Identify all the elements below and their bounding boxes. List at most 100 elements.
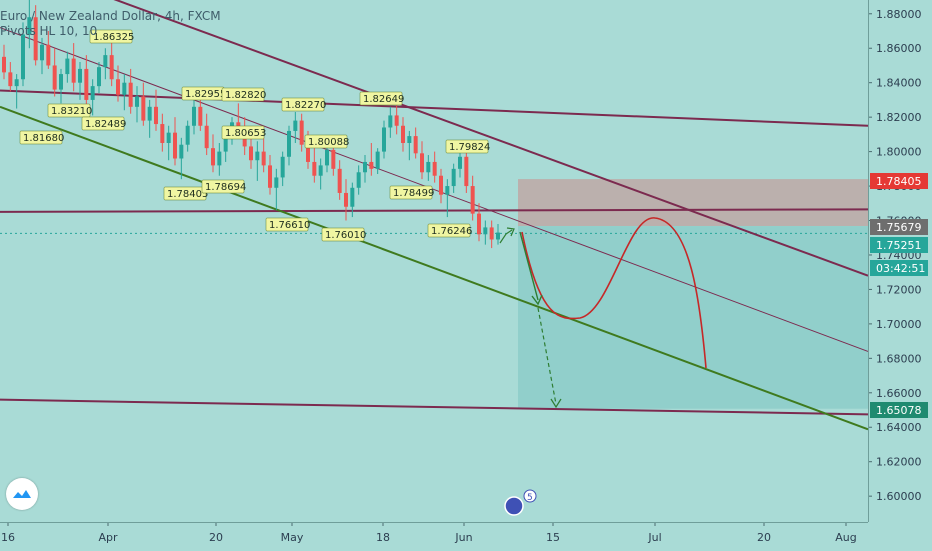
candle-body [382, 127, 386, 152]
price-tag-label: 1.75679 [876, 221, 922, 234]
candle-body [318, 165, 323, 176]
candle-body [71, 58, 76, 83]
candle-body [489, 227, 494, 240]
dashed-arrow-line [537, 307, 557, 405]
candle-body [356, 172, 361, 188]
pivot-label: 1.80653 [225, 128, 266, 139]
candle-body [116, 79, 120, 95]
cloud-logo-icon [13, 490, 31, 498]
candle-body [185, 125, 190, 145]
pivot-label: 1.80088 [308, 137, 349, 148]
event-count-icon [523, 489, 537, 503]
candle-body [312, 161, 317, 176]
candle-body [103, 55, 108, 68]
channel-top-line [113, 0, 869, 277]
x-tick-label: May [281, 531, 304, 544]
price-tag-label: 03:42:51 [876, 262, 925, 275]
tradingview-logo[interactable] [6, 478, 38, 510]
support-line [0, 398, 869, 416]
pivot-label: 1.83210 [51, 106, 92, 117]
event-count-label: 5 [527, 493, 533, 503]
candle-body [439, 175, 443, 195]
y-tick-label: 1.88000 [876, 8, 922, 21]
channel-mid-line [0, 27, 869, 352]
pivot-label: 1.78694 [205, 182, 246, 193]
candle-body [464, 156, 469, 187]
pivot-label: 1.78405 [167, 189, 208, 200]
candle-body [141, 96, 146, 121]
y-tick-label: 1.84000 [876, 77, 922, 90]
symbol-title: Euro / New Zealand Dollar, 4h, FXCM [0, 9, 221, 23]
price-tag-label: 1.78405 [876, 175, 922, 188]
candle-body [407, 136, 412, 143]
pivot-label-box [89, 29, 133, 44]
candle-body [255, 151, 260, 161]
candle-body [97, 67, 101, 87]
pivot-label: 1.76246 [431, 226, 472, 237]
y-tick-label: 1.62000 [876, 456, 922, 469]
pivot-label: 1.82955 [185, 89, 226, 100]
pivot-label: 1.82270 [285, 100, 326, 111]
candle-body [306, 144, 310, 162]
y-tick-label: 1.86000 [876, 42, 922, 55]
candle-body [293, 120, 298, 131]
y-ticks-group: 1.880001.860001.840001.820001.800001.780… [868, 8, 922, 503]
candle-body [274, 177, 279, 188]
candle-body [204, 125, 209, 149]
candle-body [211, 148, 215, 166]
candle-body [331, 149, 336, 169]
dashed-arrow-head [550, 398, 562, 409]
horizontal-level-line [0, 208, 869, 213]
y-tick-label: 1.70000 [876, 318, 922, 331]
pivot-labels-group: 1.86325 1.83210 1.81680 1.82489 1.829551.828… [19, 29, 490, 242]
candle-body [394, 115, 399, 126]
candle-body [401, 125, 405, 143]
candle-body [65, 58, 70, 75]
y-tick-label: 1.66000 [876, 387, 922, 400]
up-arrow-line [499, 229, 513, 244]
price-axis[interactable] [868, 0, 932, 522]
pivot-label-box [427, 223, 471, 238]
y-tick-label: 1.80000 [876, 146, 922, 159]
candle-body [109, 55, 114, 80]
event-flag-icon [504, 496, 524, 516]
candle-body [21, 34, 25, 80]
candle-body [337, 168, 342, 193]
candle-body [350, 187, 355, 207]
y-tick-label: 1.60000 [876, 490, 922, 503]
pivot-label-box [359, 91, 403, 106]
price-tags-group: 1.78405 1.75679 1.75251 03:42:51 1.65078 [870, 173, 928, 418]
chart-header: Euro / New Zealand Dollar, 4h, FXCM Pivo… [0, 9, 221, 39]
price-tag-bg [870, 237, 928, 253]
candle-body [173, 132, 177, 159]
candle-body [192, 106, 196, 126]
pivot-label-box [81, 116, 125, 131]
price-tag-label: 1.65078 [876, 404, 922, 417]
candle-body [122, 82, 127, 95]
candle-body [458, 156, 462, 169]
indicator-label: Pivots HL 10, 10 [0, 24, 98, 38]
time-axis[interactable] [0, 522, 868, 551]
candle-body [477, 213, 481, 235]
candle-body [46, 44, 51, 66]
down-arrow-head [531, 294, 543, 306]
y-tick-label: 1.82000 [876, 111, 922, 124]
candle-body [363, 161, 367, 173]
pivot-label-box [221, 125, 265, 140]
x-tick-label: 15 [546, 531, 560, 544]
candle-body [147, 106, 152, 121]
candle-body [160, 124, 165, 143]
candle-body [426, 161, 431, 173]
pivot-label-box [265, 217, 309, 232]
price-tag-bg [870, 173, 928, 189]
price-tag-label: 1.75251 [876, 239, 922, 252]
candle-body [268, 165, 272, 188]
x-ticks-group: 16 Apr 20 May 18 Jun 15 Jul 20 Aug [1, 522, 857, 544]
pivot-label: 1.82820 [225, 90, 266, 101]
candle-body [280, 156, 285, 178]
pivot-label-box [19, 130, 63, 145]
candle-body [59, 74, 63, 90]
y-tick-label: 1.72000 [876, 283, 922, 296]
